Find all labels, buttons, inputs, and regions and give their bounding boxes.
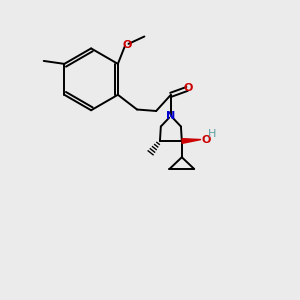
Text: O: O (202, 134, 211, 145)
Text: N: N (166, 111, 176, 121)
Text: O: O (184, 83, 193, 93)
Polygon shape (182, 139, 201, 143)
Text: O: O (122, 40, 131, 50)
Text: H: H (208, 129, 216, 139)
